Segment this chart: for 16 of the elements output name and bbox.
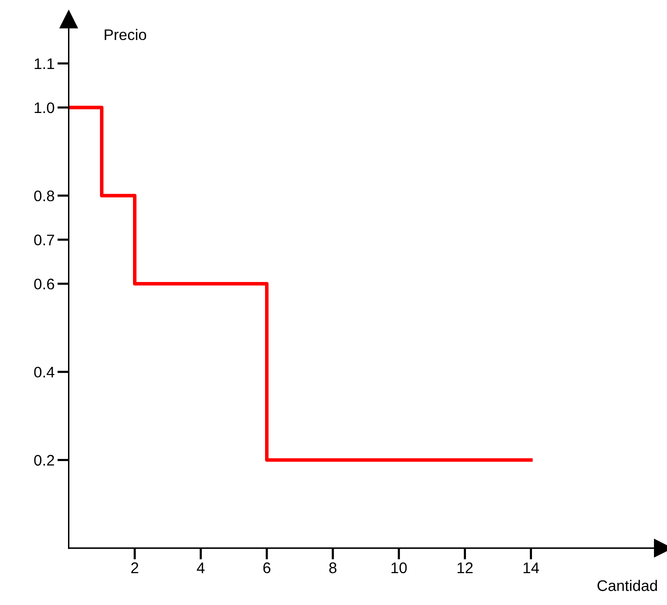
y-tick-label: 1.0 bbox=[34, 102, 54, 114]
y-tick-label: 0.6 bbox=[34, 278, 54, 290]
y-tick-label: 0.8 bbox=[34, 190, 54, 202]
y-tick-label: 0.2 bbox=[34, 454, 54, 466]
y-tick-label: 1.1 bbox=[34, 58, 54, 69]
x-tick-label: 12 bbox=[458, 562, 473, 574]
x-tick-label: 8 bbox=[329, 562, 336, 574]
x-tick-label: 4 bbox=[196, 562, 205, 574]
x-tick-label: 6 bbox=[263, 562, 270, 574]
x-tick-label: 10 bbox=[392, 562, 407, 574]
y-axis-title: Precio bbox=[104, 28, 146, 40]
y-tick-label: 0.4 bbox=[34, 366, 54, 378]
x-axis-title: Cantidad bbox=[598, 580, 657, 592]
y-tick-label: 0.7 bbox=[34, 234, 54, 246]
x-tick-label: 14 bbox=[524, 562, 539, 574]
x-tick-label: 2 bbox=[131, 562, 138, 574]
